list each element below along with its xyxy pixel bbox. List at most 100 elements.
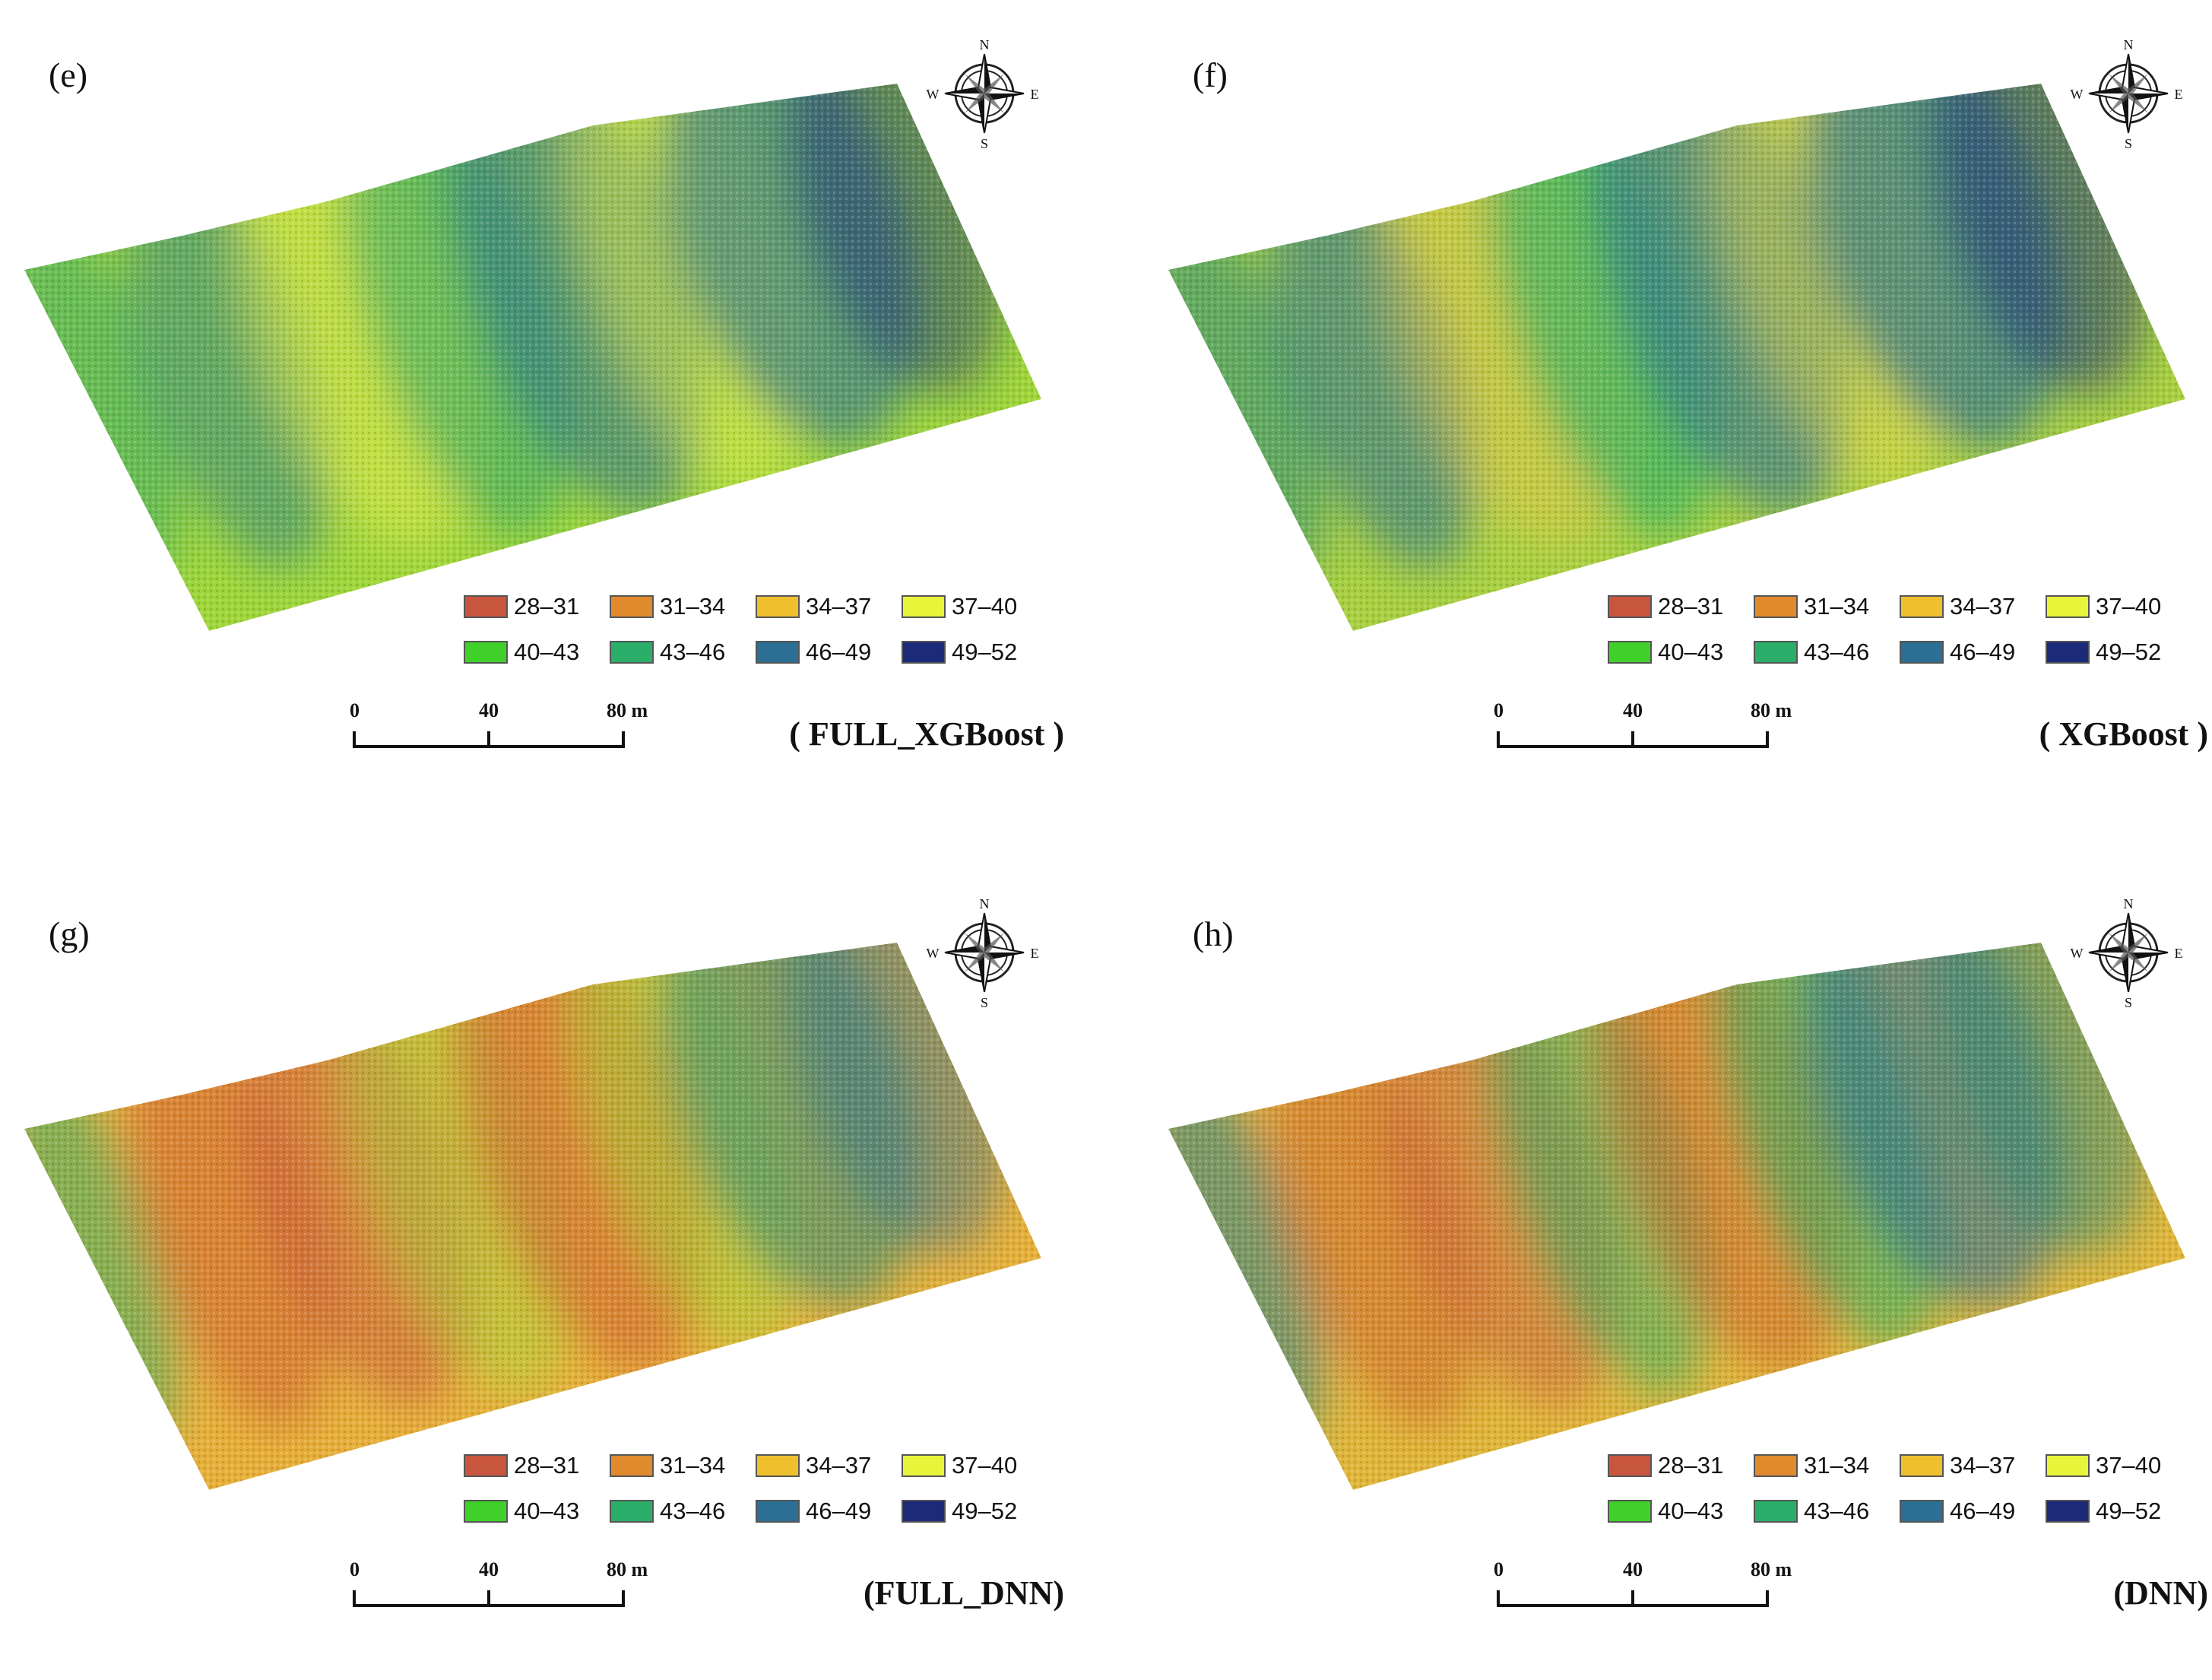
panel-letter: (g) [49, 914, 90, 953]
legend-item: 43–46 [610, 629, 754, 675]
map-panel: (h) N S E W 28–31 31–34 34–37 37–40 40–43 43–46 46–… [1144, 874, 2212, 1680]
legend-swatch [1754, 641, 1798, 664]
legend-label: 28–31 [1658, 593, 1724, 620]
legend-item: 40–43 [464, 1488, 608, 1534]
legend-item: 37–40 [2046, 584, 2190, 629]
north-arrow-icon: N S E W [2068, 36, 2189, 151]
panel-letter: (e) [49, 55, 88, 94]
legend-swatch [610, 1500, 654, 1523]
legend-swatch [2046, 595, 2090, 618]
field-map [1168, 943, 2185, 1490]
north-arrow-icon: N S E W [924, 36, 1045, 151]
model-label: ( XGBoost ) [2039, 715, 2208, 753]
svg-text:N: N [980, 896, 990, 911]
legend: 28–31 31–34 34–37 37–40 40–43 43–46 46–49 49–52 [1608, 1443, 2201, 1545]
svg-text:S: S [2125, 995, 2132, 1010]
field-map [24, 943, 1041, 1490]
legend-item: 31–34 [1754, 584, 1898, 629]
legend-swatch [902, 1500, 946, 1523]
legend-label: 34–37 [806, 593, 872, 620]
legend-label: 34–37 [1950, 1452, 2016, 1479]
legend-label: 37–40 [2096, 593, 2162, 620]
field-map [1168, 84, 2185, 631]
legend-label: 43–46 [1804, 639, 1870, 665]
scale-tick-label: 80 m [1751, 1558, 1792, 1580]
legend-item: 40–43 [464, 629, 608, 675]
legend-label: 34–37 [806, 1452, 872, 1479]
legend-item: 37–40 [902, 584, 1046, 629]
legend: 28–31 31–34 34–37 37–40 40–43 43–46 46–49 49–52 [464, 584, 1057, 686]
legend-label: 40–43 [514, 1498, 580, 1524]
model-label: (FULL_DNN) [864, 1574, 1064, 1612]
legend-label: 46–49 [1950, 1498, 2016, 1524]
scale-tick-label: 0 [350, 1558, 360, 1580]
scale-tick-label: 0 [1494, 1558, 1504, 1580]
legend-swatch [902, 1454, 946, 1477]
scale-tick-label: 80 m [607, 699, 648, 721]
panel-letter: (h) [1193, 914, 1234, 953]
legend-swatch [1900, 1454, 1944, 1477]
legend-swatch [1900, 595, 1944, 618]
legend-swatch [610, 641, 654, 664]
legend-swatch [464, 1454, 508, 1477]
svg-text:E: E [2175, 946, 2183, 961]
legend-swatch [902, 595, 946, 618]
svg-text:S: S [981, 136, 988, 151]
legend-label: 46–49 [1950, 639, 2016, 665]
legend-item: 37–40 [902, 1443, 1046, 1488]
legend-label: 31–34 [660, 593, 726, 620]
north-arrow-icon: N S E W [2068, 895, 2189, 1010]
scale-tick-label: 80 m [607, 1558, 648, 1580]
legend-swatch [1754, 1454, 1798, 1477]
legend-label: 37–40 [952, 1452, 1018, 1479]
scale-bar: 0 40 80 m [1478, 699, 1859, 768]
legend-label: 37–40 [952, 593, 1018, 620]
legend-item: 43–46 [1754, 1488, 1898, 1534]
legend-item: 40–43 [1608, 1488, 1752, 1534]
legend-swatch [1608, 595, 1652, 618]
panel-letter: (f) [1193, 55, 1228, 94]
map-panel: (g) N S E W 28–31 31–34 34–37 37–40 40–43 43–46 46–… [0, 874, 1140, 1680]
svg-text:S: S [2125, 136, 2132, 151]
legend-swatch [1608, 1454, 1652, 1477]
legend-label: 49–52 [952, 639, 1018, 665]
svg-text:N: N [2124, 896, 2134, 911]
scale-tick-label: 40 [1623, 699, 1643, 721]
svg-text:S: S [981, 995, 988, 1010]
legend-item: 34–37 [756, 584, 900, 629]
legend-item: 46–49 [1900, 629, 2044, 675]
svg-text:E: E [1031, 946, 1039, 961]
legend-swatch [1900, 1500, 1944, 1523]
scale-bar: 0 40 80 m [1478, 1558, 1859, 1627]
legend-label: 46–49 [806, 1498, 872, 1524]
legend-swatch [756, 1500, 800, 1523]
legend-swatch [2046, 1500, 2090, 1523]
legend-swatch [1608, 641, 1652, 664]
legend: 28–31 31–34 34–37 37–40 40–43 43–46 46–49 49–52 [464, 1443, 1057, 1545]
legend-label: 40–43 [1658, 639, 1724, 665]
legend-label: 40–43 [514, 639, 580, 665]
legend: 28–31 31–34 34–37 37–40 40–43 43–46 46–49 49–52 [1608, 584, 2201, 686]
legend-swatch [464, 641, 508, 664]
scale-tick-label: 0 [350, 699, 360, 721]
legend-label: 28–31 [514, 593, 580, 620]
scale-tick-label: 0 [1494, 699, 1504, 721]
legend-swatch [610, 595, 654, 618]
legend-item: 28–31 [464, 1443, 608, 1488]
legend-swatch [902, 641, 946, 664]
legend-item: 43–46 [1754, 629, 1898, 675]
legend-swatch [756, 1454, 800, 1477]
scale-tick-label: 80 m [1751, 699, 1792, 721]
svg-text:W: W [2071, 946, 2084, 961]
legend-swatch [2046, 641, 2090, 664]
legend-label: 31–34 [660, 1452, 726, 1479]
legend-item: 34–37 [1900, 584, 2044, 629]
field-map [24, 84, 1041, 631]
legend-swatch [610, 1454, 654, 1477]
legend-label: 31–34 [1804, 593, 1870, 620]
legend-swatch [1900, 641, 1944, 664]
legend-label: 49–52 [2096, 639, 2162, 665]
svg-text:N: N [980, 37, 990, 52]
legend-swatch [756, 595, 800, 618]
legend-item: 43–46 [610, 1488, 754, 1534]
